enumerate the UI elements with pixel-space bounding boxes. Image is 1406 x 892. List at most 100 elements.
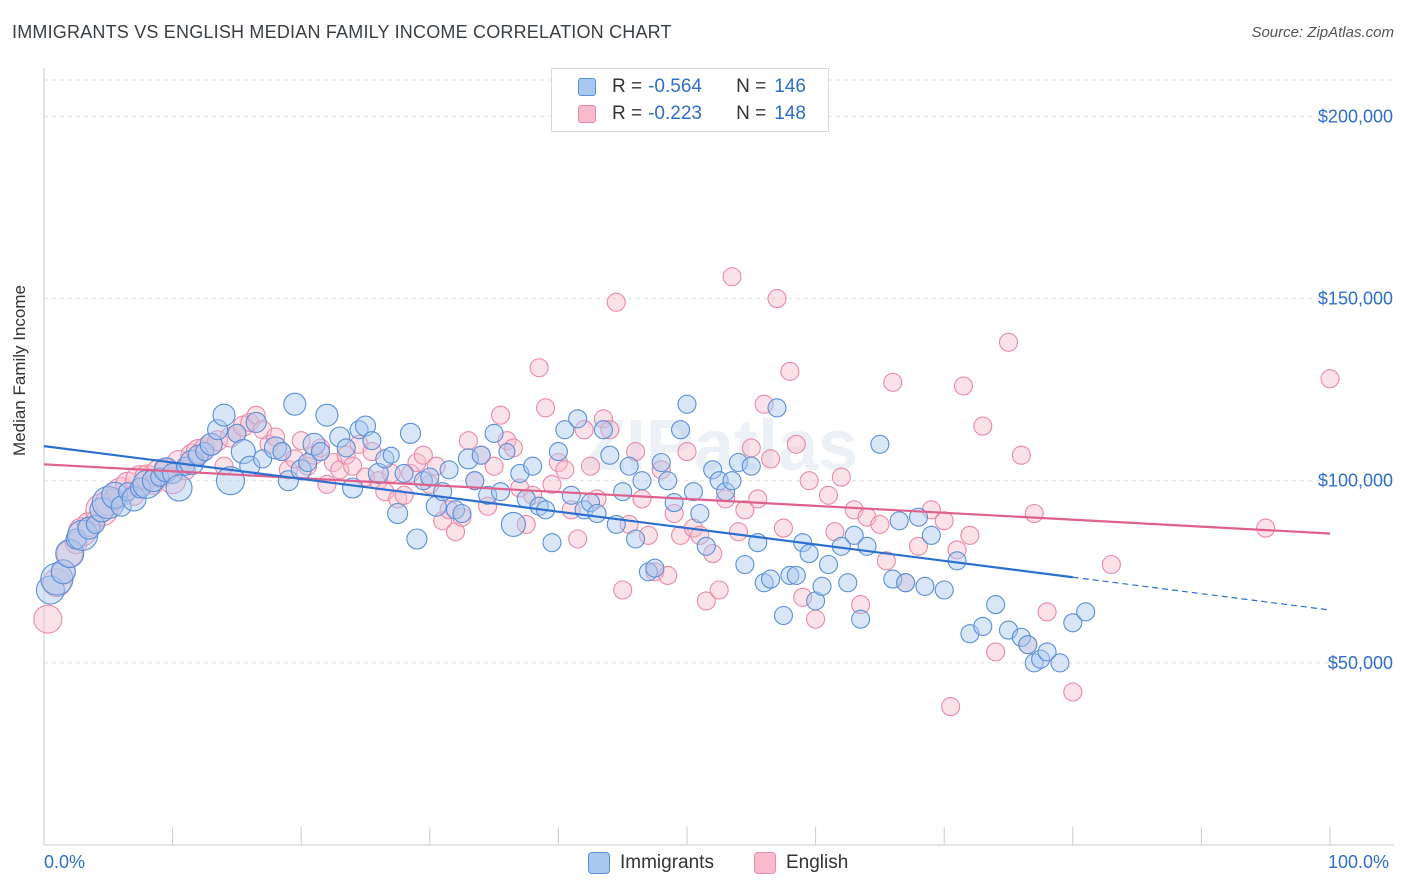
english-point <box>934 511 954 531</box>
immigrant-point <box>342 477 364 499</box>
english-point <box>722 267 742 287</box>
immigrant-point <box>593 420 613 440</box>
immigrant-point <box>387 502 409 525</box>
immigrant-point <box>645 558 665 578</box>
legend-item-english[interactable]: English <box>754 852 848 874</box>
immigrant-point <box>498 443 516 461</box>
english-point <box>632 489 652 509</box>
immigrant-point <box>310 442 331 462</box>
english-point <box>973 416 993 436</box>
english-point <box>613 580 633 600</box>
english-point <box>555 460 575 480</box>
english-point <box>664 503 684 524</box>
english-point <box>1256 518 1276 538</box>
immigrant-point <box>619 456 639 476</box>
immigrant-point <box>690 503 710 524</box>
immigrant-point <box>445 500 466 520</box>
immigrant-point <box>212 403 236 427</box>
immigrants-trend-line <box>43 445 1073 579</box>
english-point <box>1101 554 1121 575</box>
legend-item-immigrants[interactable]: Immigrants <box>588 852 714 874</box>
grid-lines <box>44 79 1394 664</box>
y-tick-label: $50,000 <box>1328 653 1393 673</box>
immigrant-point <box>613 482 633 502</box>
english-point <box>818 485 839 505</box>
immigrant-point <box>1011 627 1031 647</box>
english-point <box>908 536 929 556</box>
y-tick-labels: $50,000 $100,000 $150,000 $200,000 <box>1318 106 1393 672</box>
immigrant-point <box>741 456 761 476</box>
english-point <box>580 456 601 476</box>
immigrant-point <box>55 539 85 569</box>
english-point <box>529 358 549 378</box>
immigrant-point <box>677 394 697 414</box>
chart-title: IMMIGRANTS VS ENGLISH MEDIAN FAMILY INCO… <box>12 22 672 42</box>
immigrant-point <box>35 575 65 605</box>
english-point <box>535 398 556 418</box>
legend-label-english: English <box>786 852 849 873</box>
y-axis-label: Median Family Income <box>10 284 29 456</box>
english-point <box>851 595 871 615</box>
english-point <box>600 420 620 440</box>
english-point <box>998 332 1019 352</box>
immigrant-point <box>439 460 459 480</box>
immigrant-point <box>101 481 129 509</box>
immigrant-point <box>1018 635 1038 655</box>
english-point <box>876 551 896 571</box>
english-point <box>780 361 800 381</box>
immigrant-point <box>658 471 678 491</box>
immigrant-point <box>362 431 382 451</box>
immigrant-point <box>1024 653 1044 673</box>
english-point <box>407 452 427 473</box>
english-point <box>548 452 568 473</box>
immigrant-point <box>761 569 781 589</box>
english-point <box>1063 682 1083 702</box>
legend-label-immigrants: Immigrants <box>620 852 714 873</box>
english-point <box>947 540 967 560</box>
immigrant-point <box>452 503 472 524</box>
immigrant-point <box>85 514 105 534</box>
y-tick-label: $100,000 <box>1318 471 1393 491</box>
english-point <box>709 580 729 600</box>
immigrant-point <box>406 528 428 550</box>
immigrant-point <box>986 595 1006 615</box>
english-point <box>33 604 63 634</box>
immigrant-point <box>934 580 954 600</box>
immigrant-point <box>587 503 607 524</box>
legend-row-immigrants: R = -0.564 N = 146 <box>552 74 806 100</box>
immigrant-point <box>1031 649 1051 669</box>
english-point <box>806 609 826 629</box>
immigrant-point <box>773 605 794 626</box>
immigrant-point <box>110 495 132 517</box>
immigrant-point <box>478 485 498 505</box>
immigrant-point <box>844 525 864 545</box>
series-legend: Immigrants English <box>0 850 1406 880</box>
immigrant-point <box>767 398 787 418</box>
immigrant-point <box>1076 602 1096 622</box>
immigrant-point <box>207 419 229 441</box>
english-point <box>786 434 806 454</box>
immigrant-point <box>349 420 369 440</box>
immigrant-point <box>1037 642 1057 662</box>
english-point <box>986 642 1006 662</box>
immigrant-point <box>883 569 903 589</box>
immigrants-trend-extension <box>1072 576 1331 611</box>
english-point <box>728 522 748 542</box>
immigrant-point <box>780 565 800 585</box>
english-point <box>741 438 761 458</box>
english-point <box>394 485 414 505</box>
immigrant-point <box>671 420 691 440</box>
immigrant-point <box>696 536 716 556</box>
english-legend-swatch <box>754 852 776 874</box>
immigrant-point <box>973 616 993 636</box>
immigrant-point <box>471 445 491 465</box>
immigrant-point <box>548 442 568 462</box>
immigrant-point <box>50 559 76 585</box>
immigrant-point <box>561 485 581 505</box>
immigrant-point <box>632 471 652 491</box>
immigrant-point <box>638 562 658 582</box>
english-point <box>748 489 768 509</box>
english-point <box>413 445 433 465</box>
immigrant-point <box>465 471 485 491</box>
immigrant-point <box>626 529 646 549</box>
